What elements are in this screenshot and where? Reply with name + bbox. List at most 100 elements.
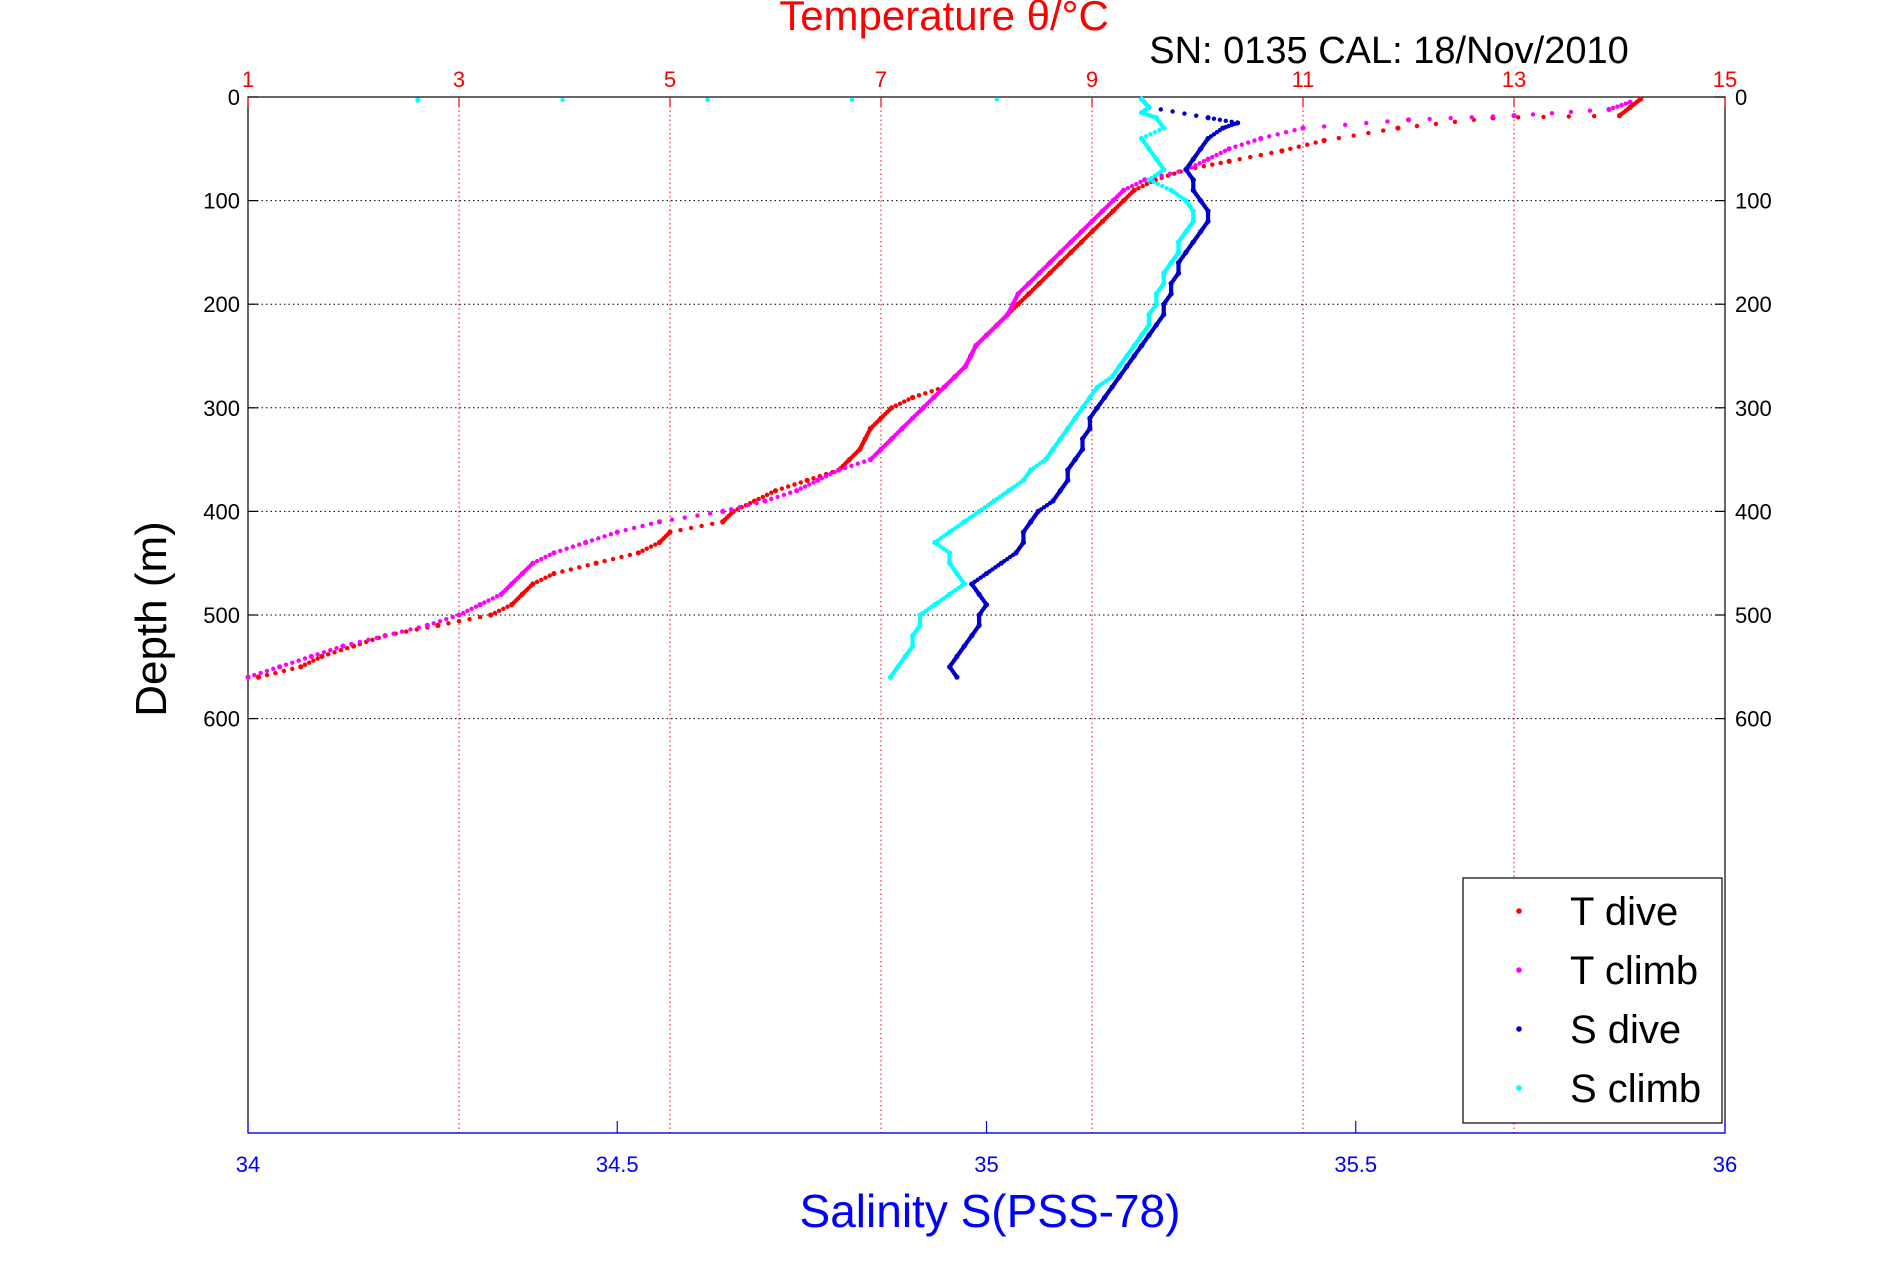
data-point (1152, 130, 1158, 135)
data-point (656, 539, 663, 546)
data-point (281, 668, 287, 674)
data-point (469, 606, 474, 611)
data-point (290, 660, 295, 665)
data-point (577, 565, 582, 570)
data-point (994, 97, 1000, 102)
tick-label-depth-left: 400 (203, 499, 240, 524)
data-point (1490, 114, 1496, 119)
data-point (807, 482, 812, 487)
data-point (1146, 177, 1152, 183)
data-point (1222, 148, 1228, 154)
legend-swatch (1516, 1026, 1522, 1032)
data-point (416, 625, 422, 630)
data-point (498, 591, 504, 597)
data-point (798, 480, 804, 485)
data-point (1414, 123, 1420, 129)
data-point (745, 502, 751, 508)
data-point (769, 496, 774, 502)
data-point (473, 604, 479, 609)
data-point (543, 554, 548, 560)
data-point (720, 519, 726, 525)
data-point (906, 397, 911, 402)
data-point (775, 494, 780, 500)
data-point (467, 616, 472, 622)
data-point (828, 471, 833, 477)
data-point (1321, 124, 1327, 129)
data-point (461, 610, 466, 616)
data-point (695, 513, 700, 518)
tick-label-salinity: 34 (236, 1152, 260, 1177)
data-point (534, 579, 540, 585)
data-point (325, 652, 331, 657)
data-point (1210, 154, 1215, 160)
data-point (1351, 133, 1356, 138)
data-point (610, 556, 616, 562)
tick-label-temperature: 5 (664, 67, 676, 92)
data-point (391, 631, 396, 636)
data-point (264, 668, 270, 674)
data-point (456, 619, 462, 624)
data-point (315, 656, 320, 661)
data-point (1549, 110, 1555, 116)
tick-label-depth-right: 600 (1735, 707, 1772, 732)
data-point (867, 457, 874, 463)
data-point (357, 639, 363, 645)
data-point (656, 519, 663, 525)
data-point (849, 97, 855, 102)
data-point (923, 391, 928, 396)
data-point (728, 507, 734, 512)
tick-label-temperature: 11 (1292, 67, 1315, 92)
x-axis-label: Salinity S(PSS-78) (800, 1185, 1181, 1237)
data-point (1233, 144, 1238, 149)
data-point (1161, 125, 1167, 131)
data-point (1214, 152, 1219, 158)
data-point (494, 594, 500, 599)
data-point (437, 619, 443, 624)
data-point (568, 567, 574, 572)
data-point (811, 480, 816, 485)
data-point (1469, 115, 1475, 120)
data-point (769, 490, 774, 495)
data-point (1606, 106, 1612, 113)
data-point (338, 648, 344, 653)
data-point (477, 602, 483, 608)
data-point (619, 554, 624, 560)
data-point (1258, 152, 1264, 158)
data-point (1172, 171, 1177, 176)
data-point (1218, 150, 1223, 156)
data-point (328, 648, 333, 653)
data-point (640, 523, 645, 529)
data-point (802, 484, 808, 489)
data-point (311, 658, 316, 663)
data-point (344, 645, 350, 651)
data-point (627, 552, 633, 558)
y-axis-label: Depth (m) (127, 521, 176, 717)
data-point (308, 653, 314, 660)
data-point (1125, 185, 1131, 191)
data-point (1616, 113, 1623, 119)
data-point (688, 525, 694, 531)
data-point (1292, 127, 1297, 133)
data-point (585, 563, 590, 568)
data-point (509, 602, 515, 608)
tick-label-salinity: 35 (974, 1152, 998, 1177)
data-point (273, 670, 278, 676)
tick-label-salinity: 35.5 (1334, 1152, 1377, 1177)
data-point (366, 637, 371, 643)
data-point (560, 569, 565, 574)
data-point (836, 467, 842, 473)
data-point (1218, 160, 1223, 166)
data-point (1176, 169, 1181, 174)
data-point (534, 558, 540, 564)
data-point (902, 399, 907, 404)
data-point (1591, 113, 1597, 119)
legend-label: T climb (1570, 949, 1698, 993)
data-point (1182, 111, 1187, 116)
data-point (1321, 137, 1327, 144)
data-point (1364, 120, 1369, 126)
data-point (855, 461, 860, 466)
tick-label-depth-right: 0 (1735, 85, 1747, 110)
data-point (631, 525, 637, 531)
data-point (501, 606, 506, 611)
